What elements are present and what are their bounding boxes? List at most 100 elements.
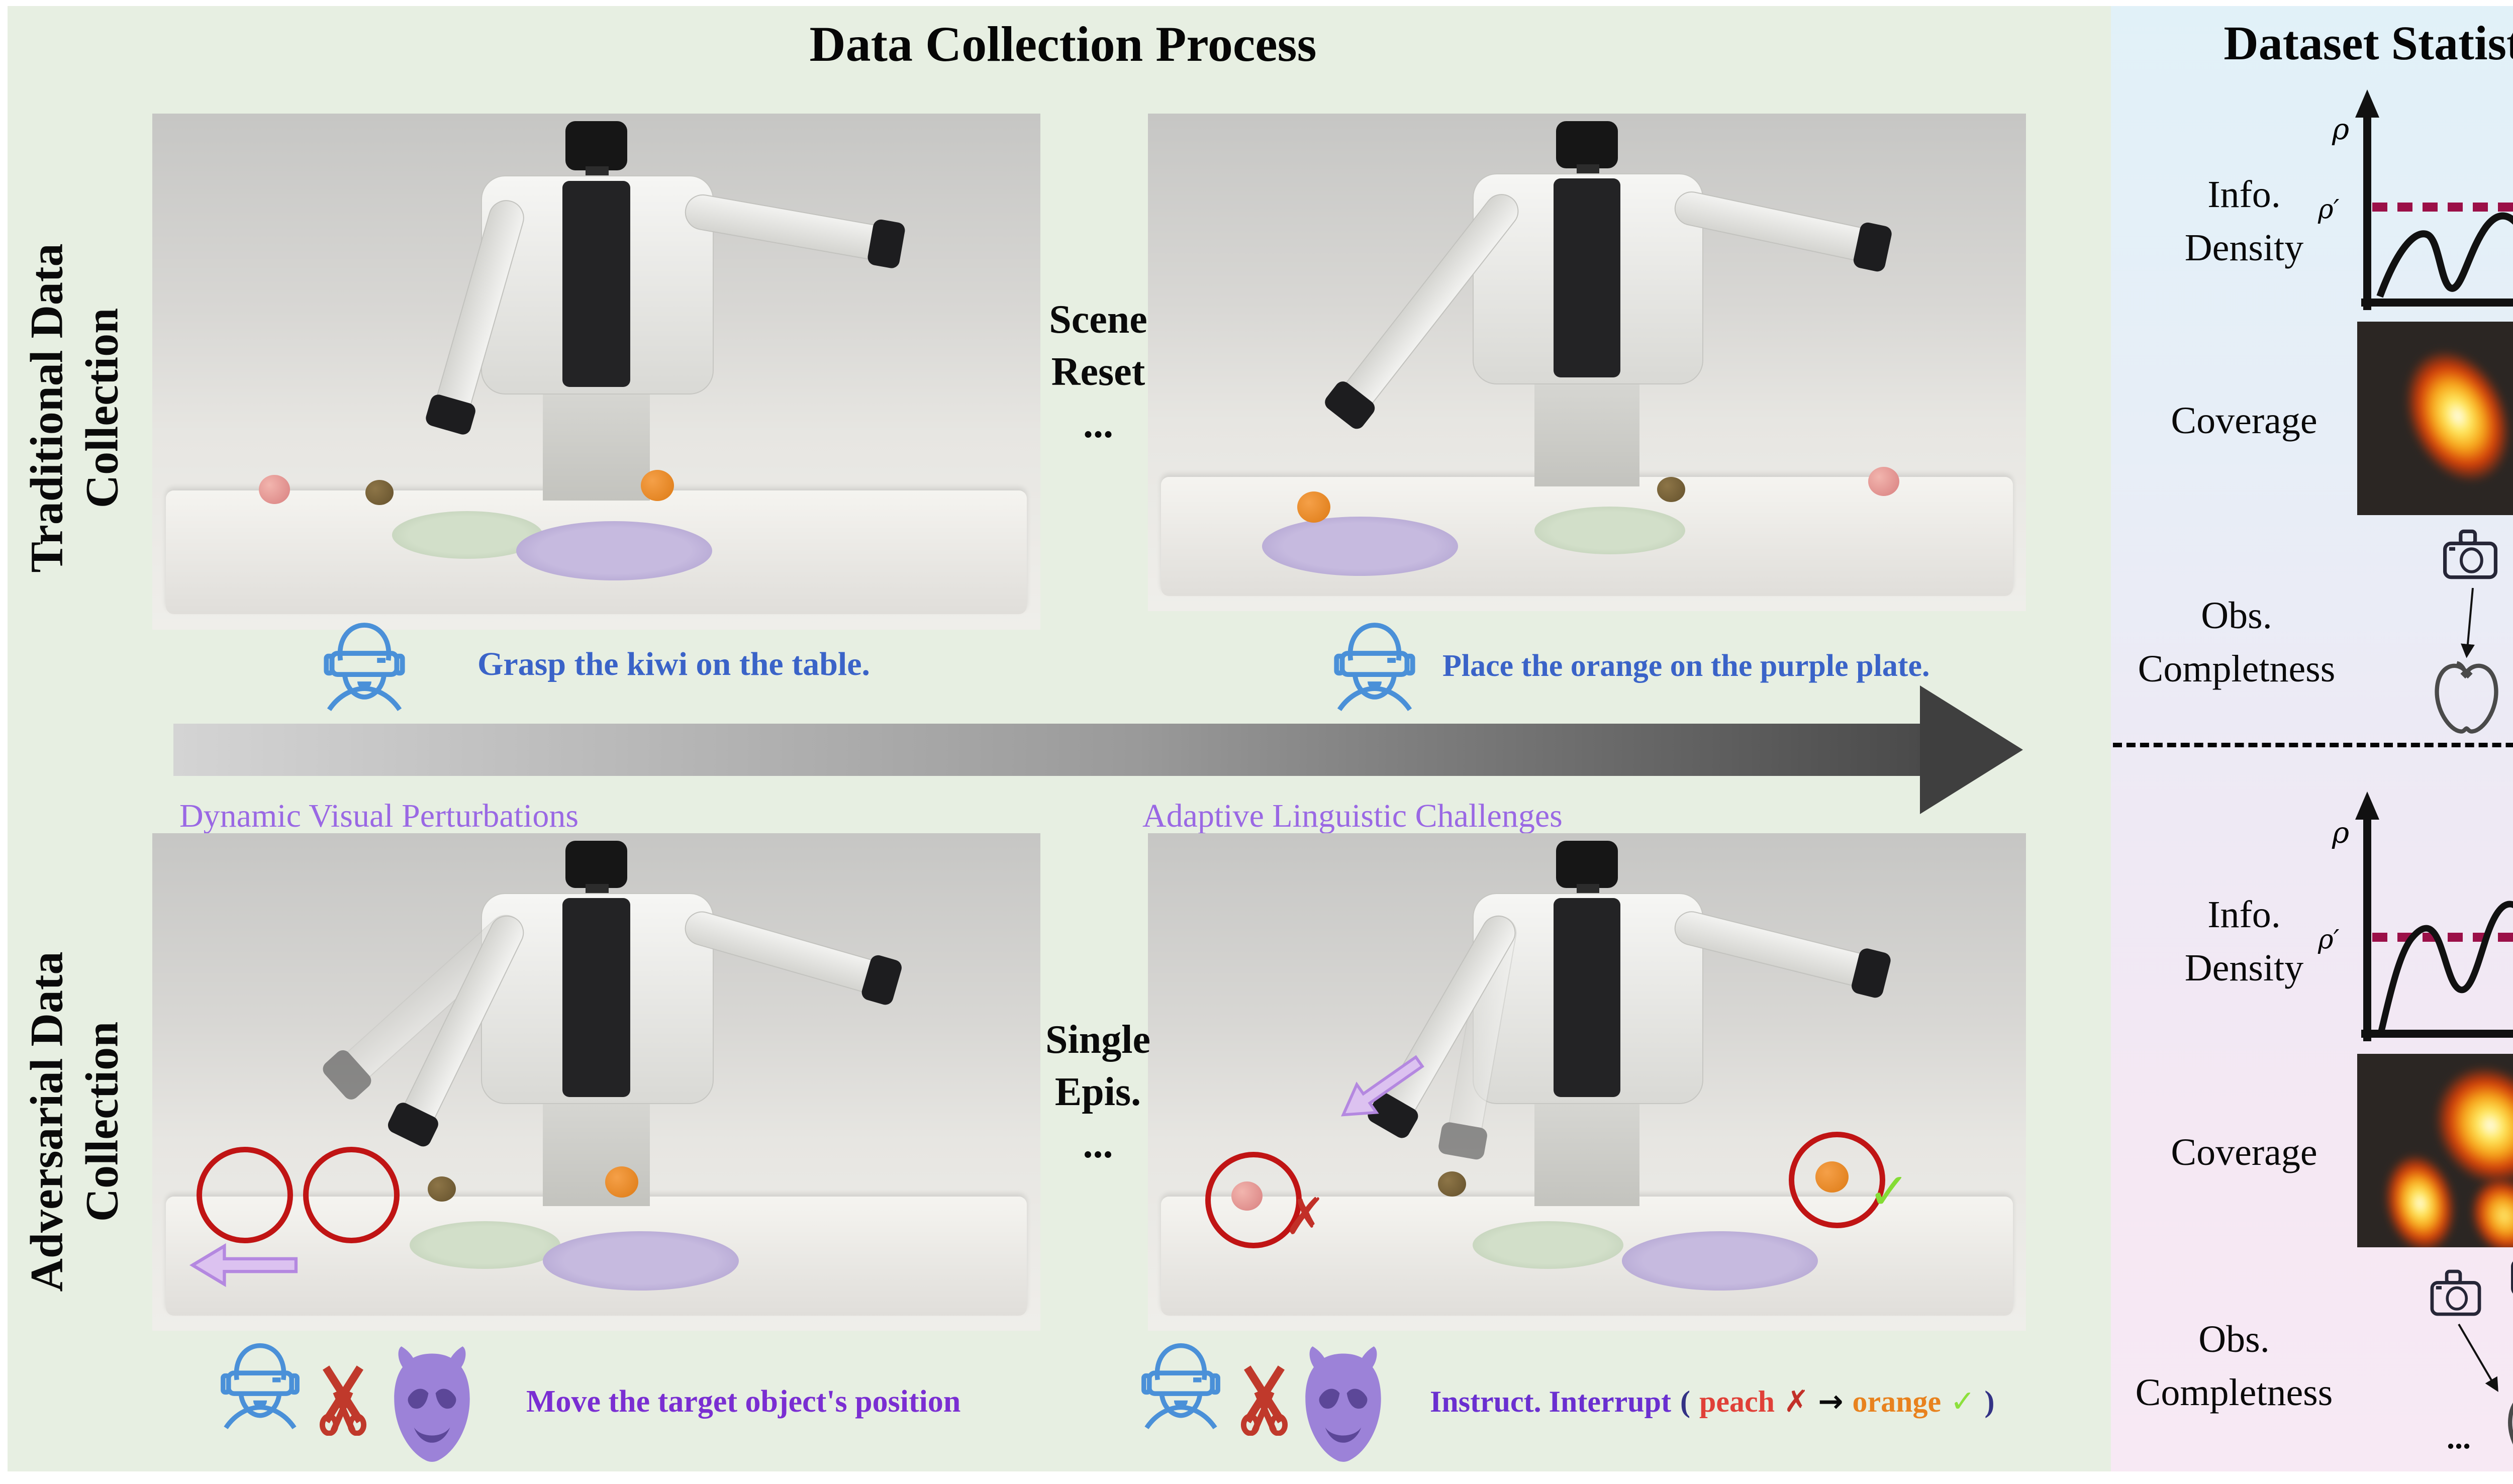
rho-axis-label: ρ xyxy=(2332,112,2349,146)
move-left-arrow-annotation xyxy=(179,1241,310,1289)
adversarial-row-label: Adversarial Data Collection xyxy=(13,840,136,1403)
photo-traditional-place-orange: AGIBOT xyxy=(1148,114,2026,611)
purple-plate xyxy=(1622,1231,1818,1291)
traditional-row-label: Traditional Data Collection xyxy=(13,127,136,689)
robot-core xyxy=(562,898,630,1097)
more-cameras-dots: ... xyxy=(2447,1420,2471,1455)
coverage-heatmap-bottom xyxy=(2357,1054,2513,1247)
red-cross-annotation: ✗ xyxy=(1284,1186,1326,1246)
interrupt-prefix: Instruct. Interrupt xyxy=(1430,1385,1671,1418)
rho-prime-label: ρ′ xyxy=(2317,194,2340,225)
kiwi xyxy=(1437,1171,1466,1197)
apple-icon xyxy=(2498,1387,2513,1467)
robot-head xyxy=(1556,121,1618,168)
green-check-glyph: ✓ xyxy=(1950,1384,1976,1419)
camera-icon xyxy=(2508,1243,2513,1300)
photo-adversarial-move-object: AGIBOT xyxy=(152,833,1040,1331)
obs-line2: Completness xyxy=(2138,648,2336,690)
red-circle-annotation xyxy=(1789,1132,1886,1228)
purple-plate xyxy=(543,1231,739,1291)
right-arrow-glyph: → xyxy=(1818,1384,1844,1419)
apple-icon xyxy=(2425,657,2508,736)
red-cross-glyph: ✗ xyxy=(1783,1384,1809,1419)
purple-plate xyxy=(516,521,713,581)
info-line2: Density xyxy=(2184,947,2304,990)
robot-gripper xyxy=(1850,947,1892,1000)
red-circle-annotation xyxy=(197,1146,294,1243)
caption-place-orange: Place the orange on the purple plate. xyxy=(1442,649,1930,683)
robot-gripper xyxy=(866,218,907,270)
green-check-annotation: ✓ xyxy=(1868,1162,1910,1221)
caption-grasp-kiwi: Grasp the kiwi on the table. xyxy=(477,646,871,682)
no-scissors-icon xyxy=(1233,1360,1296,1436)
robot-gripper xyxy=(385,1100,441,1150)
caption-move-object: Move the target object's position xyxy=(526,1384,961,1419)
adversarial-label-line2: Collection xyxy=(76,1021,128,1222)
rho-prime-label: ρ′ xyxy=(2317,925,2340,955)
obs-line2: Completness xyxy=(2135,1371,2333,1414)
adaptive-linguistic-challenges-label: Adaptive Linguistic Challenges xyxy=(1142,798,1563,834)
dynamic-visual-perturbations-label: Dynamic Visual Perturbations xyxy=(179,798,579,834)
green-plate xyxy=(410,1221,561,1269)
info-density-plot-bottom: ρ ρ′ t xyxy=(2317,792,2513,1041)
robot-pillar xyxy=(543,382,650,501)
devil-icon xyxy=(1297,1343,1390,1463)
robot-gripper xyxy=(319,1047,375,1104)
devil-icon xyxy=(385,1343,478,1463)
paren-close: ) xyxy=(1984,1385,1995,1418)
left-panel-title: Data Collection Process xyxy=(809,16,1317,72)
vr-goggles-icon xyxy=(1332,618,1417,711)
robot-core xyxy=(1554,178,1620,377)
vr-goggles-icon xyxy=(322,618,407,711)
info-density-plot-top: ρ ρ′ t xyxy=(2317,89,2513,310)
camera-view-arrows xyxy=(2461,587,2475,658)
robot-gripper xyxy=(1321,378,1378,433)
robot-head xyxy=(565,121,628,170)
obs-completeness-label-top: Obs. Completness xyxy=(2129,589,2345,696)
vr-goggles-icon xyxy=(1139,1339,1222,1429)
no-scissors-icon xyxy=(312,1360,374,1436)
paren-open: ( xyxy=(1680,1385,1690,1418)
process-arrow xyxy=(173,724,1922,776)
peach xyxy=(1868,466,1899,496)
adversarial-label-line1: Adversarial Data xyxy=(21,951,72,1292)
robot-gripper xyxy=(1852,221,1893,273)
camera-icon xyxy=(2440,526,2500,582)
robot-head xyxy=(565,840,628,888)
robot-core xyxy=(562,180,630,387)
red-circle-annotation xyxy=(303,1146,400,1243)
density-curve xyxy=(2378,901,2513,1032)
obs-line1: Obs. xyxy=(2198,1318,2270,1360)
kiwi xyxy=(365,480,394,506)
new-object-orange: orange xyxy=(1852,1385,1942,1418)
single-episode-dots: ... xyxy=(1083,1122,1113,1166)
robot-gripper xyxy=(1437,1121,1489,1161)
panel-data-collection: Data Collection Process Traditional Data… xyxy=(8,6,2111,1471)
single-episode-label: Single Epis. ... xyxy=(1039,1014,1157,1170)
robot-gripper xyxy=(860,953,904,1007)
obs-completeness-label-bottom: Obs. Completness xyxy=(2126,1313,2342,1420)
robot-gripper xyxy=(424,392,477,437)
scene-reset-line1: Scene xyxy=(1049,298,1147,342)
process-arrow-head xyxy=(1920,685,2023,814)
orange xyxy=(1297,491,1330,523)
single-episode-line1: Single xyxy=(1045,1018,1150,1062)
peach xyxy=(259,474,291,504)
scene-reset-label: Scene Reset ... xyxy=(1040,293,1156,450)
obs-line1: Obs. xyxy=(2201,595,2272,637)
old-object-peach: peach xyxy=(1699,1385,1775,1418)
photo-traditional-grasp-kiwi: AGIBOT xyxy=(152,114,1040,630)
coverage-label-top: Coverage xyxy=(2171,400,2317,442)
traditional-label-line1: Traditional Data xyxy=(21,243,72,573)
single-episode-line2: Epis. xyxy=(1054,1070,1141,1114)
kiwi xyxy=(1657,476,1686,502)
robot-pillar xyxy=(1534,1092,1640,1207)
camera-icon xyxy=(2428,1266,2484,1319)
coverage-label-bottom: Coverage xyxy=(2171,1131,2317,1173)
robot-pillar xyxy=(1534,372,1640,487)
info-density-label-bottom: Info. Density xyxy=(2159,888,2330,995)
robot-head xyxy=(1556,840,1618,888)
green-plate xyxy=(1473,1221,1624,1269)
camera-view-arrows xyxy=(2458,1323,2498,1392)
vr-goggles-icon xyxy=(219,1339,302,1429)
